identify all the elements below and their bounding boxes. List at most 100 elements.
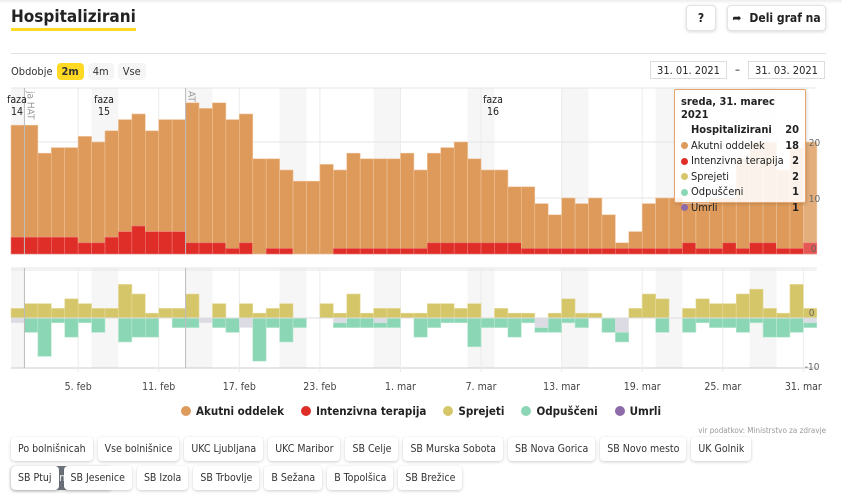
legend-item-intenzivna[interactable]: Intenzivna terapija <box>301 404 426 418</box>
legend-label: Intenzivna terapija <box>316 404 427 418</box>
bar-intenzivna <box>615 248 630 255</box>
tooltip-label: Akutni oddelek <box>691 138 765 152</box>
bar-akutni <box>413 169 428 249</box>
bar-sprejeti <box>521 312 536 319</box>
hospital-button[interactable]: UKC Maribor <box>268 437 341 461</box>
legend-label: Sprejeti <box>458 404 505 418</box>
bar-akutni <box>252 158 267 255</box>
bar-odpusceni <box>118 317 133 343</box>
legend-item-odpusceni[interactable]: Odpuščeni <box>521 404 598 418</box>
bar-umrli <box>534 318 549 328</box>
hospital-button[interactable]: UK Golnik <box>691 437 752 461</box>
bar-sprejeti <box>400 312 415 319</box>
tooltip-value: 20 <box>785 123 799 136</box>
bar-odpusceni <box>695 317 710 324</box>
hospital-button[interactable]: SB Ptuj <box>11 466 59 490</box>
bar-intenzivna <box>601 248 616 255</box>
bar-intenzivna <box>279 248 294 255</box>
page-title: Hospitalizirani <box>11 7 136 31</box>
hospital-button[interactable]: B Sežana <box>264 466 323 490</box>
tooltip-date: sreda, 31. marec 2021 <box>681 95 775 121</box>
bar-intenzivna <box>561 248 576 255</box>
top-shadow <box>0 0 842 4</box>
tooltip-row-odpusceni: Odpuščeni 1 <box>681 184 799 200</box>
period-2m-button[interactable]: 2m <box>56 63 84 80</box>
bar-sprejeti <box>158 308 173 319</box>
bar-intenzivna <box>574 248 589 255</box>
hospital-button[interactable]: SB Celje <box>345 437 399 461</box>
bar-sprejeti <box>373 308 388 319</box>
bar-odpusceni <box>735 317 750 333</box>
date-to-input[interactable]: 31. 03. 2021 <box>748 61 825 79</box>
hospital-button[interactable]: SB Trbovlje <box>193 466 260 490</box>
bar-intenzivna <box>521 248 536 255</box>
bar-intenzivna <box>158 231 173 255</box>
bar-odpusceni <box>494 317 509 328</box>
y-tick-label: 0 <box>811 244 817 255</box>
share-button[interactable]: ➦ Deli graf na <box>727 5 826 31</box>
bar-intenzivna <box>359 248 374 255</box>
bar-intenzivna <box>145 231 160 255</box>
legend-item-akutni[interactable]: Akutni oddelek <box>180 404 284 418</box>
bar-intenzivna <box>386 248 401 255</box>
bar-akutni <box>10 124 25 238</box>
tooltip-row-sprejeti: Sprejeti 2 <box>681 169 799 185</box>
bar-odpusceni <box>37 317 52 357</box>
hospital-button[interactable]: Po bolnišnicah <box>11 437 93 461</box>
bar-sprejeti <box>628 308 643 319</box>
bar-odpusceni <box>171 317 186 328</box>
tooltip-value: 1 <box>792 200 799 214</box>
bar-intenzivna <box>588 248 603 255</box>
bar-akutni <box>628 231 643 249</box>
hospital-button[interactable]: SB Murska Sobota <box>403 437 503 461</box>
legend-item-sprejeti[interactable]: Sprejeti <box>443 404 504 418</box>
bar-odpusceni <box>212 317 227 328</box>
bar-intenzivna <box>453 242 468 255</box>
phase-label: faza <box>7 94 27 106</box>
period-4m-button[interactable]: 4m <box>87 63 114 80</box>
hospital-button[interactable]: SB Jesenice <box>63 466 132 490</box>
bar-sprejeti <box>24 303 39 319</box>
bar-sprejeti <box>333 312 348 319</box>
bar-odpusceni <box>225 317 240 333</box>
bar-akutni <box>588 197 603 249</box>
hospital-button[interactable]: SB Izola <box>136 466 189 490</box>
bar-sprejeti <box>145 312 160 319</box>
bar-intenzivna <box>346 248 361 255</box>
hospital-button[interactable]: SB Brežice <box>398 466 463 490</box>
bar-sprejeti <box>789 284 804 319</box>
phase-number: 16 <box>487 106 499 118</box>
bar-odpusceni <box>386 317 401 328</box>
bar-intenzivna <box>118 231 133 255</box>
period-all-button[interactable]: Vse <box>117 63 146 80</box>
hospital-button[interactable]: Vse bolnišnice <box>97 437 180 461</box>
bar-odpusceni <box>601 317 616 333</box>
bar-odpusceni <box>77 317 92 324</box>
hospital-button[interactable]: SB Novo mesto <box>600 437 687 461</box>
bar-intenzivna <box>239 242 254 255</box>
bar-akutni <box>24 124 39 238</box>
bar-intenzivna <box>225 248 240 255</box>
hospital-button[interactable]: SB Nova Gorica <box>507 437 596 461</box>
bar-odpusceni <box>346 317 361 328</box>
hospital-button[interactable]: UKC Ljubljana <box>184 437 264 461</box>
x-tick-label: 7. mar <box>466 381 497 393</box>
bar-intenzivna <box>655 248 670 255</box>
bar-akutni <box>265 158 280 249</box>
help-button[interactable]: ? <box>686 5 716 31</box>
bar-odpusceni <box>50 317 66 324</box>
bar-sprejeti <box>574 312 589 319</box>
legend-item-umrli[interactable]: Umrli <box>614 404 661 418</box>
bar-akutni <box>574 203 589 249</box>
bar-akutni <box>239 113 254 244</box>
date-from-input[interactable]: 31. 01. 2021 <box>650 61 727 79</box>
bar-akutni <box>453 141 468 244</box>
bar-sprejeti <box>588 312 603 319</box>
data-source: vir podatkov: Ministrstvo za zdravje <box>698 426 826 435</box>
hospitalized-chart[interactable]: 5. feb 11. feb 17. feb 23. feb 1. mar 7. mar 1… <box>0 0 842 400</box>
bar-intenzivna <box>494 242 509 255</box>
umrli-dot-icon <box>614 406 625 416</box>
odpusceni-dot-icon <box>681 188 688 196</box>
hospital-button[interactable]: B Topolšica <box>327 466 394 490</box>
bar-sprejeti <box>735 293 750 319</box>
